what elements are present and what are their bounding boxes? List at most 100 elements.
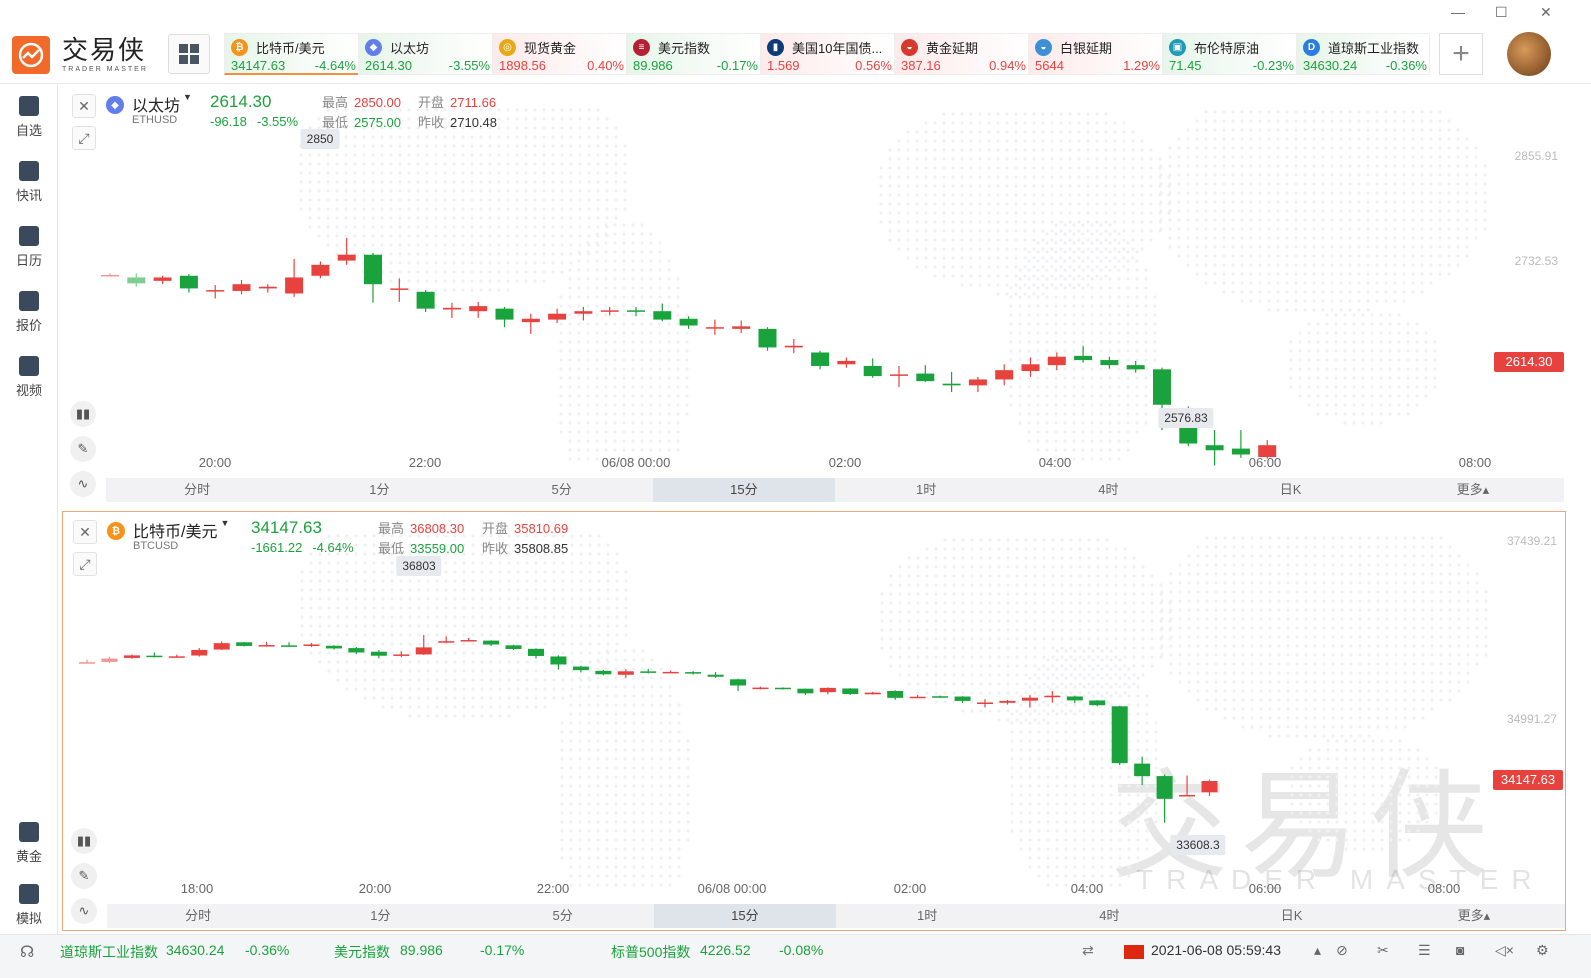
layout-grid-button[interactable] [168, 34, 210, 74]
btc-candle [1066, 695, 1083, 704]
timeframe-tab[interactable]: 日K [1280, 908, 1303, 923]
eth-candle [837, 357, 856, 368]
btc-candle [191, 648, 208, 657]
eth-candlestick-chart[interactable] [62, 86, 1566, 506]
x-axis-tick: 02:00 [828, 455, 862, 470]
btc-symbol-selector[interactable]: ₿ 比特币/美元▼ BTCUSD [107, 518, 229, 552]
timeframe-tab[interactable]: 1分 [369, 482, 390, 497]
sidebar-item[interactable]: 自选 [0, 96, 58, 139]
eth-candle [337, 237, 356, 265]
ticker-tab[interactable]: ◒ 白银延期 5644 1.29% [1028, 33, 1162, 75]
btc-candlestick-chart[interactable] [63, 512, 1565, 930]
add-ticker-button[interactable]: + [1439, 33, 1483, 75]
expand-panel-button[interactable]: ⤢ [72, 126, 96, 150]
btc-candle [640, 668, 657, 674]
minimize-button[interactable]: — [1451, 4, 1465, 20]
ticker-tab[interactable]: ◆ 以太坊 2614.30 -3.55% [358, 33, 492, 75]
expand-panel-button[interactable]: ⤢ [73, 552, 97, 576]
sidebar-item[interactable]: 模拟 [0, 884, 58, 927]
world-map-background [299, 108, 1487, 461]
timeframe-tab[interactable]: 分时 [185, 908, 212, 923]
headset-icon[interactable]: ☊ [20, 944, 35, 961]
app-logo[interactable]: 交易侠 TRADER MASTER [12, 36, 148, 74]
ticker-change: -0.36% [1385, 58, 1427, 73]
btc-high-low: 最高 36808.30 最低 33559.00 [378, 519, 464, 559]
close-panel-button[interactable]: ✕ [73, 520, 97, 544]
sidebar-item[interactable]: 视频 [0, 356, 58, 399]
draw-pencil-icon[interactable]: ✎ [71, 863, 97, 889]
timeframe-tab[interactable]: 1分 [370, 908, 391, 923]
settings-gear-icon[interactable]: ⚙ [1536, 942, 1549, 958]
close-window-button[interactable]: ✕ [1540, 4, 1552, 20]
mute-icon[interactable]: ◁× [1495, 942, 1514, 958]
ticker-tab[interactable]: ₿ 比特币/美元 34147.63 -4.64% [224, 33, 358, 75]
btc-candle [797, 688, 814, 695]
maximize-button[interactable]: ☐ [1495, 4, 1508, 20]
eth-candle [521, 313, 540, 334]
sidebar-item[interactable]: 快讯 [0, 161, 58, 204]
ticker-tab[interactable]: D 道琼斯工业指数 34630.24 -0.36% [1296, 33, 1430, 75]
ticker-tab[interactable]: ◒ 黄金延期 387.16 0.94% [894, 33, 1028, 75]
eth-candle [179, 274, 198, 293]
status-index-name[interactable]: 美元指数 [334, 944, 390, 960]
timeframe-tab[interactable]: 4时 [1099, 908, 1120, 923]
btc-candle [79, 659, 95, 664]
eth-candle [995, 364, 1014, 386]
watermark-subtitle: TRADER MASTER [1136, 864, 1545, 895]
sidebar-item[interactable]: 日历 [0, 226, 58, 269]
timeframe-tab[interactable]: 分时 [184, 482, 211, 497]
timeframe-tab[interactable]: 1时 [917, 908, 938, 923]
collapse-up-icon[interactable]: ▴ [1314, 942, 1322, 958]
prev-close-value: 2710.48 [450, 115, 498, 130]
user-avatar[interactable] [1507, 32, 1551, 76]
ticker-tab[interactable]: ≡ 美元指数 89.986 -0.17% [626, 33, 760, 75]
ticker-tab[interactable]: ▮ 美国10年国债... 1.569 0.56% [760, 33, 894, 75]
timeframe-tab[interactable]: 5分 [552, 908, 573, 923]
eth-candle [574, 306, 593, 321]
prev-close-label: 昨收 [418, 115, 445, 130]
ticker-price: 2614.30 [365, 58, 412, 73]
x-axis-tick: 22:00 [536, 881, 570, 896]
world-map-background [300, 534, 1488, 887]
timeframe-tab[interactable]: 15分 [652, 478, 835, 502]
ethereum-icon: ◆ [365, 38, 382, 56]
camera-icon[interactable]: ◙ [1456, 942, 1465, 958]
close-panel-button[interactable]: ✕ [72, 94, 96, 118]
timeframe-tab[interactable]: 更多▴ [1457, 908, 1491, 923]
sidebar-item[interactable]: 黄金 [0, 822, 58, 865]
x-axis-tick: 18:00 [180, 881, 214, 896]
btc-candle [415, 635, 432, 655]
timeframe-tab[interactable]: 1时 [916, 482, 937, 497]
translate-icon[interactable]: ⇄ [1082, 942, 1094, 958]
x-axis-tick: 08:00 [1427, 881, 1461, 896]
ticker-tab[interactable]: ◎ 现货黄金 1898.56 0.40% [492, 33, 626, 75]
ticker-price: 387.16 [901, 58, 941, 73]
ticker-tab[interactable]: ▣ 布伦特原油 71.45 -0.23% [1162, 33, 1296, 75]
timeframe-tab[interactable]: 15分 [653, 904, 836, 928]
x-axis-tick: 20:00 [198, 455, 232, 470]
status-index-name[interactable]: 标普500指数 [611, 944, 691, 960]
btc-candle [236, 641, 253, 647]
line-chart-icon[interactable]: ∿ [70, 471, 96, 497]
menu-list-icon[interactable]: ☰ [1418, 942, 1431, 958]
status-index-value: 89.986 [400, 942, 443, 958]
indicator-icon[interactable]: ▮▮ [70, 401, 96, 427]
eth-candle [1126, 360, 1145, 373]
timeframe-tab[interactable]: 4时 [1098, 482, 1119, 497]
eth-symbol-selector[interactable]: ◆ 以太坊▼ ETHUSD [106, 92, 192, 126]
draw-pencil-icon[interactable]: ✎ [70, 436, 96, 462]
timeframe-tab[interactable]: 更多▴ [1456, 482, 1490, 497]
ticker-price: 1.569 [767, 58, 800, 73]
line-chart-icon[interactable]: ∿ [71, 898, 97, 924]
eth-candle [390, 278, 409, 302]
timeframe-tab[interactable]: 日K [1279, 482, 1302, 497]
sidebar-item[interactable]: 报价 [0, 291, 58, 334]
tools-icon[interactable]: ✂ [1377, 942, 1389, 958]
btc-candle [730, 678, 747, 692]
timeframe-tab[interactable]: 5分 [551, 482, 572, 497]
indicator-icon[interactable]: ▮▮ [71, 828, 97, 854]
chart-off-icon[interactable]: ⊘ [1336, 942, 1348, 958]
ticker-price: 71.45 [1169, 58, 1202, 73]
status-index-name[interactable]: 道琼斯工业指数 [60, 944, 158, 960]
calendar-icon [19, 226, 39, 246]
